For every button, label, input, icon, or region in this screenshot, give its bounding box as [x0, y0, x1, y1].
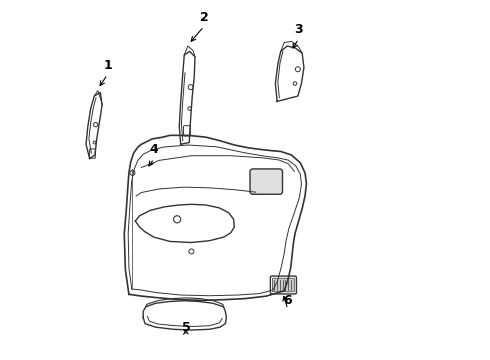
- FancyBboxPatch shape: [272, 278, 294, 292]
- FancyBboxPatch shape: [250, 169, 283, 194]
- Text: 2: 2: [199, 11, 208, 24]
- FancyBboxPatch shape: [184, 126, 190, 136]
- Text: 6: 6: [284, 294, 292, 307]
- FancyBboxPatch shape: [90, 149, 96, 158]
- Text: 4: 4: [149, 143, 158, 156]
- Text: 5: 5: [182, 321, 191, 334]
- FancyBboxPatch shape: [270, 276, 296, 294]
- Text: 1: 1: [103, 59, 112, 72]
- Text: 3: 3: [294, 23, 303, 36]
